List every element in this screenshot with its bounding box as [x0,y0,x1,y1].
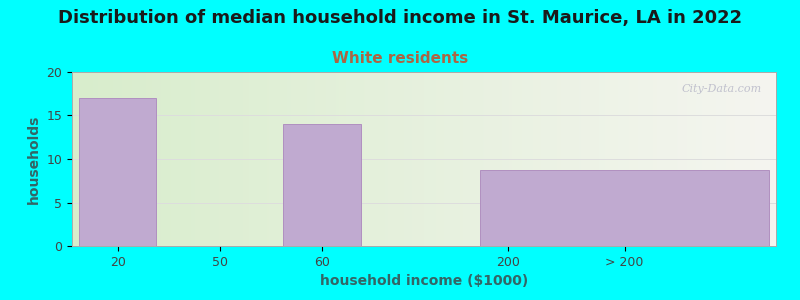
Text: White residents: White residents [332,51,468,66]
Text: City-Data.com: City-Data.com [682,84,762,94]
Bar [79,98,157,246]
Bar [283,124,361,246]
Y-axis label: households: households [27,114,41,204]
Text: Distribution of median household income in St. Maurice, LA in 2022: Distribution of median household income … [58,9,742,27]
Bar [480,170,769,246]
X-axis label: household income ($1000): household income ($1000) [320,274,528,288]
